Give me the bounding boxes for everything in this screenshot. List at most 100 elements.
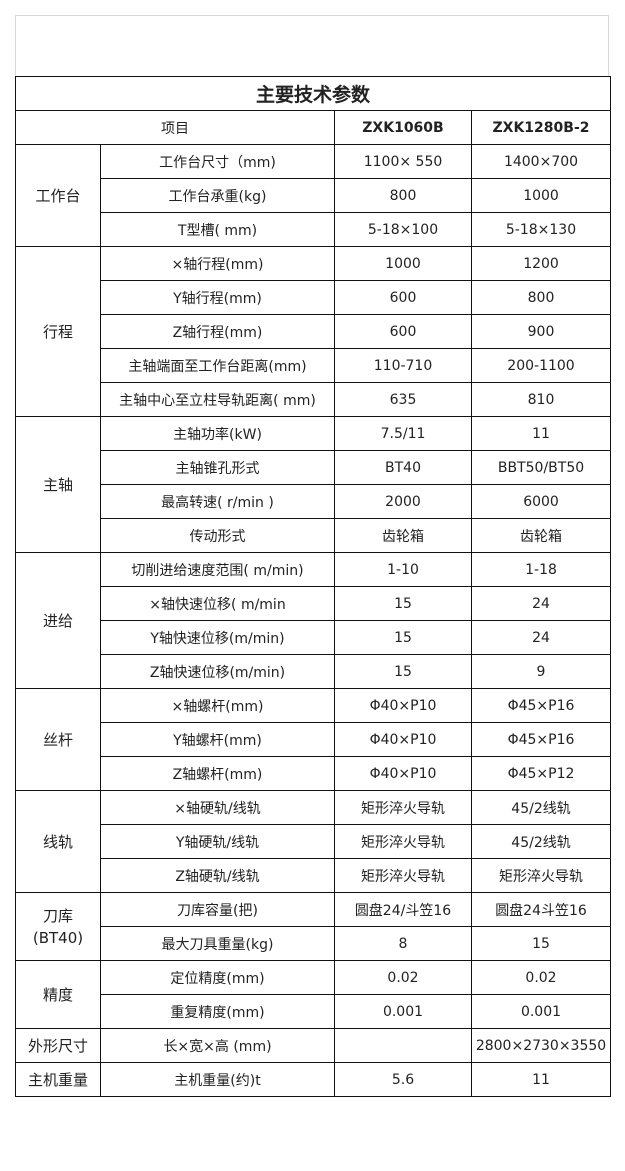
item-cell: 刀库容量(把)	[100, 892, 335, 927]
value-model-2: 5-18×130	[470, 212, 612, 247]
value-model-1: Φ40×P10	[334, 756, 472, 791]
table-row: Z轴快速位移(m/min) 15 9	[16, 654, 612, 689]
header-model-2: ZXK1280B-2	[470, 110, 612, 145]
value-model-2: 45/2线轨	[470, 824, 612, 859]
group-name: 主机重量	[27, 1070, 88, 1089]
item-cell: 切削进给速度范围( m/min)	[100, 552, 335, 587]
value-model-2: 11	[470, 1062, 612, 1097]
value-model-1: Φ40×P10	[334, 688, 472, 723]
group-name: 丝杆	[42, 730, 73, 749]
value-model-1: 5-18×100	[334, 212, 472, 247]
item-cell: 主机重量(约)t	[100, 1062, 335, 1097]
table-row: 丝杆 ×轴螺杆(mm) Φ40×P10 Φ45×P16	[15, 688, 612, 791]
table-row: Z轴螺杆(mm) Φ40×P10 Φ45×P12	[16, 756, 612, 791]
item-cell: Z轴硬轨/线轨	[100, 858, 335, 893]
group-cell: 进给	[15, 552, 101, 689]
value-model-1: 圆盘24/斗笠16	[334, 892, 472, 927]
table-row: Z轴行程(mm) 600 900	[16, 314, 612, 349]
table-row: 最大刀具重量(kg) 8 15	[16, 926, 612, 961]
item-cell: T型槽( mm)	[100, 212, 335, 247]
item-cell: 重复精度(mm)	[100, 994, 335, 1029]
table-row: 主轴锥孔形式 BT40 BBT50/BT50	[16, 450, 612, 485]
table-row: 主机重量 主机重量(约)t 5.6 11	[15, 1062, 612, 1097]
value-model-2: 1-18	[470, 552, 612, 587]
header-item: 项目	[15, 110, 335, 145]
value-model-2: 6000	[470, 484, 612, 519]
group-name: 进给	[42, 611, 73, 630]
group-name: 线轨	[42, 832, 73, 851]
item-cell: ×轴硬轨/线轨	[100, 790, 335, 825]
table-row: Z轴硬轨/线轨 矩形淬火导轨 矩形淬火导轨	[16, 858, 612, 893]
value-model-1: 15	[334, 654, 472, 689]
table-row: 行程 ×轴行程(mm) 1000 1200	[15, 246, 612, 417]
table-row: 最高转速( r/min ) 2000 6000	[16, 484, 612, 519]
value-model-2: 1400×700	[470, 144, 612, 179]
table-row: 工作台承重(kg) 800 1000	[16, 178, 612, 213]
item-cell: ×轴快速位移( m/min	[100, 586, 335, 621]
value-model-1: 110-710	[334, 348, 472, 383]
table-row: 工作台 工作台尺寸（mm) 1100× 550 1400×700	[15, 144, 612, 247]
group-cell: 线轨	[15, 790, 101, 893]
value-model-2: 800	[470, 280, 612, 315]
item-cell: Y轴螺杆(mm)	[100, 722, 335, 757]
item-cell: 主轴锥孔形式	[100, 450, 335, 485]
value-model-2: 900	[470, 314, 612, 349]
item-cell: 长×宽×高 (mm)	[100, 1028, 335, 1063]
value-model-1: 0.02	[334, 960, 472, 995]
value-model-1: 15	[334, 620, 472, 655]
value-model-2: 0.02	[470, 960, 612, 995]
value-model-2: 9	[470, 654, 612, 689]
table-row: Y轴硬轨/线轨 矩形淬火导轨 45/2线轨	[16, 824, 612, 859]
table-row: Y轴快速位移(m/min) 15 24	[16, 620, 612, 655]
value-model-1: 2000	[334, 484, 472, 519]
item-cell: ×轴螺杆(mm)	[100, 688, 335, 723]
item-cell: 主轴功率(kW)	[100, 416, 335, 451]
group-cell: 丝杆	[15, 688, 101, 791]
group-cell: 行程	[15, 246, 101, 417]
value-model-2: 15	[470, 926, 612, 961]
item-cell: Y轴行程(mm)	[100, 280, 335, 315]
value-model-2: 1200	[470, 246, 612, 281]
value-model-1: Φ40×P10	[334, 722, 472, 757]
value-model-1: 600	[334, 280, 472, 315]
table-row: 重复精度(mm) 0.001 0.001	[16, 994, 612, 1029]
value-model-1: 635	[334, 382, 472, 417]
group-cell: 主机重量	[15, 1062, 101, 1097]
group-cell: 工作台	[15, 144, 101, 247]
group-cell: 主轴	[15, 416, 101, 553]
value-model-2: 1000	[470, 178, 612, 213]
value-model-1: BT40	[334, 450, 472, 485]
value-model-2: 45/2线轨	[470, 790, 612, 825]
value-model-1: 1-10	[334, 552, 472, 587]
item-cell: Z轴快速位移(m/min)	[100, 654, 335, 689]
blank-header-area	[15, 15, 609, 76]
table-row: 主轴中心至立柱导轨距离( mm) 635 810	[16, 382, 612, 417]
table-row: 精度 定位精度(mm) 0.02 0.02	[15, 960, 612, 1029]
value-model-1: 15	[334, 586, 472, 621]
value-model-1: 矩形淬火导轨	[334, 858, 472, 893]
group-name: 精度	[42, 985, 73, 1004]
item-cell: 工作台尺寸（mm)	[100, 144, 335, 179]
value-model-1: 齿轮箱	[334, 518, 472, 553]
value-model-2: Φ45×P16	[470, 688, 612, 723]
item-cell: Y轴硬轨/线轨	[100, 824, 335, 859]
value-model-1: 7.5/11	[334, 416, 472, 451]
table-row: 传动形式 齿轮箱 齿轮箱	[16, 518, 612, 553]
value-model-2: 2800×2730×3550	[470, 1028, 612, 1063]
item-cell: 工作台承重(kg)	[100, 178, 335, 213]
group-name: 刀库	[42, 906, 73, 925]
value-model-1: 1100× 550	[334, 144, 472, 179]
table-row: T型槽( mm) 5-18×100 5-18×130	[16, 212, 612, 247]
header-model-1: ZXK1060B	[334, 110, 472, 145]
value-model-2: 圆盘24斗笠16	[470, 892, 612, 927]
value-model-2: Φ45×P12	[470, 756, 612, 791]
item-cell: 最大刀具重量(kg)	[100, 926, 335, 961]
value-model-2: 200-1100	[470, 348, 612, 383]
value-model-2: 24	[470, 586, 612, 621]
table-title: 主要技术参数	[14, 76, 612, 111]
title-row: 主要技术参数	[14, 76, 612, 111]
table-row: 刀库 (BT40) 刀库容量(把) 圆盘24/斗笠16 圆盘24斗笠16	[15, 892, 612, 961]
value-model-1: 8	[334, 926, 472, 961]
item-cell: 主轴端面至工作台距离(mm)	[100, 348, 335, 383]
table-row: 主轴 主轴功率(kW) 7.5/11 11	[15, 416, 612, 553]
